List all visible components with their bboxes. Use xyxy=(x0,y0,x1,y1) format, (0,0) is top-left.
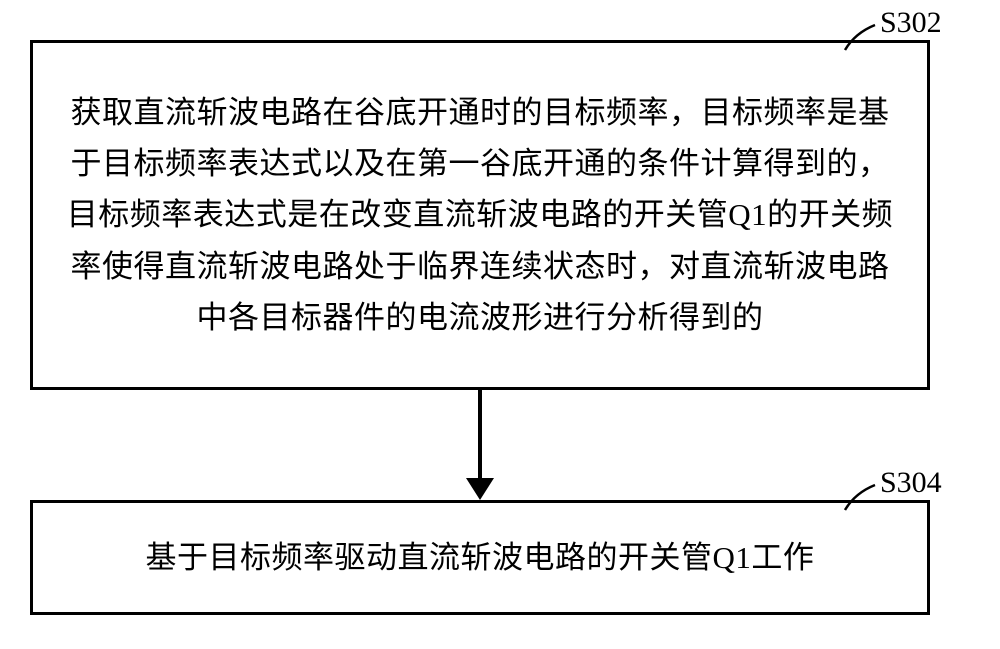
flow-node-s302-label: S302 xyxy=(880,6,942,40)
arrow-head-s302-s304 xyxy=(466,478,494,500)
flow-node-s302-text: 获取直流斩波电路在谷底开通时的目标频率，目标频率是基于目标频率表达式以及在第一谷… xyxy=(61,87,899,343)
flow-node-s304: 基于目标频率驱动直流斩波电路的开关管Q1工作 xyxy=(30,500,930,615)
arrow-shaft-s302-s304 xyxy=(478,390,482,478)
flow-node-s304-text: 基于目标频率驱动直流斩波电路的开关管Q1工作 xyxy=(146,532,815,583)
flowchart-canvas: 获取直流斩波电路在谷底开通时的目标频率，目标频率是基于目标频率表达式以及在第一谷… xyxy=(0,0,1000,649)
flow-node-s304-label: S304 xyxy=(880,466,942,500)
flow-node-s302: 获取直流斩波电路在谷底开通时的目标频率，目标频率是基于目标频率表达式以及在第一谷… xyxy=(30,40,930,390)
